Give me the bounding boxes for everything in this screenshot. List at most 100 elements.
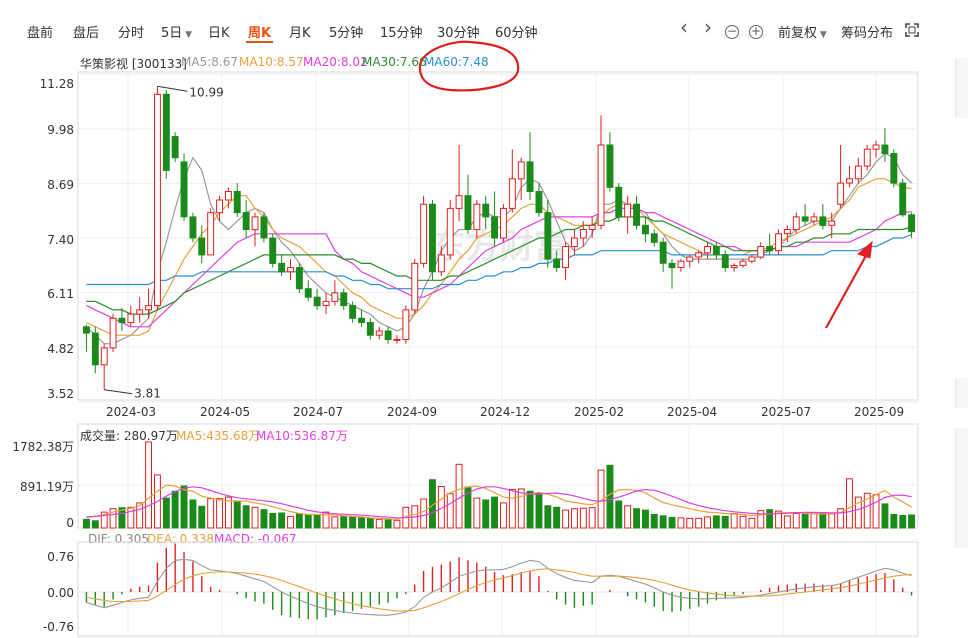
candle-body bbox=[712, 246, 720, 256]
chart-grid bbox=[77, 71, 919, 637]
volume-bar bbox=[792, 513, 800, 529]
candle-body bbox=[269, 237, 277, 264]
volume-bar bbox=[278, 512, 286, 529]
volume-bar bbox=[624, 505, 632, 529]
volume-bar bbox=[145, 441, 153, 529]
tab-monthly-k[interactable]: 月K bbox=[289, 26, 311, 41]
volume-bar bbox=[216, 498, 224, 529]
candle-body bbox=[233, 191, 241, 214]
candle-body bbox=[881, 144, 889, 154]
candle-body bbox=[863, 148, 871, 167]
chevron-down-icon: ▼ bbox=[817, 30, 827, 40]
candle-body bbox=[491, 216, 499, 239]
period-toolbar: 盘前 盘后 分时 5日 ▼ 日K 周K 月K 5分钟 15分钟 30分钟 60分… bbox=[0, 0, 968, 52]
candle-body bbox=[819, 216, 827, 226]
candle-body bbox=[730, 265, 738, 269]
zoom-in-icon[interactable]: + bbox=[749, 22, 763, 39]
tab-intraday[interactable]: 分时 bbox=[118, 26, 145, 41]
zoom-out-icon[interactable]: − bbox=[725, 22, 739, 39]
volume-bar bbox=[384, 519, 392, 529]
candle-body bbox=[420, 203, 428, 264]
volume-bar bbox=[854, 496, 862, 529]
candle-body bbox=[828, 220, 836, 226]
candle-body bbox=[180, 161, 188, 218]
candle-body bbox=[695, 252, 703, 258]
volume-bar bbox=[269, 513, 277, 529]
candle-body bbox=[668, 262, 676, 269]
ma-line-ma60 bbox=[86, 234, 912, 290]
candle-body bbox=[677, 260, 685, 269]
volume-bar bbox=[606, 464, 614, 529]
tab-60min[interactable]: 60分钟 bbox=[495, 26, 538, 41]
side-panel-fragment bbox=[955, 58, 968, 118]
tab-premarket[interactable]: 盘前 bbox=[27, 26, 54, 41]
volume-bar bbox=[801, 514, 809, 529]
legend-ma5: MA5:8.67 bbox=[181, 55, 238, 69]
candle-body bbox=[260, 216, 268, 239]
volume-bar bbox=[899, 515, 907, 529]
tab-5day[interactable]: 5日 ▼ bbox=[161, 22, 192, 41]
candle-body bbox=[91, 332, 99, 366]
candle-body bbox=[313, 296, 321, 307]
candle-body bbox=[331, 292, 339, 302]
tab-afterhours[interactable]: 盘后 bbox=[73, 26, 100, 41]
date-tick: 2024-09 bbox=[387, 405, 438, 419]
ma-lines bbox=[85, 152, 913, 345]
adjust-dropdown[interactable]: 前复权 ▼ bbox=[778, 22, 827, 41]
volume-bar bbox=[118, 507, 126, 529]
price-tick: 9.98 bbox=[47, 123, 74, 137]
volume-bar bbox=[668, 516, 676, 529]
tab-daily-k[interactable]: 日K bbox=[208, 26, 230, 41]
volume-bar bbox=[766, 509, 774, 529]
volume-bar bbox=[375, 518, 383, 529]
volume-bar bbox=[695, 517, 703, 529]
volume-bar bbox=[127, 506, 135, 529]
price-tick: 6.11 bbox=[47, 287, 74, 301]
side-panel-fragment bbox=[955, 378, 968, 408]
volume-bar bbox=[162, 497, 170, 529]
tab-5min[interactable]: 5分钟 bbox=[329, 26, 364, 41]
prev-icon[interactable]: ‹ bbox=[680, 15, 688, 39]
candle-body bbox=[278, 262, 286, 273]
volume-bar bbox=[642, 509, 649, 529]
volume-bar bbox=[517, 488, 525, 529]
volume-bar bbox=[500, 502, 507, 529]
chip-distribution-button[interactable]: 筹码分布 bbox=[841, 26, 894, 41]
candle-body bbox=[100, 347, 108, 366]
tab-30min[interactable]: 30分钟 bbox=[437, 26, 480, 41]
candle-body bbox=[136, 309, 144, 315]
volume-ma10-legend: MA10:536.87万 bbox=[256, 429, 348, 443]
fullscreen-icon[interactable] bbox=[905, 23, 919, 40]
candle-body bbox=[340, 292, 348, 307]
candle-body bbox=[162, 93, 170, 171]
volume-bar bbox=[198, 505, 206, 529]
tab-15min[interactable]: 15分钟 bbox=[380, 26, 423, 41]
candle-body bbox=[464, 195, 472, 230]
low-pointer bbox=[104, 389, 133, 395]
candle-body bbox=[562, 246, 569, 269]
volume-bar bbox=[446, 493, 454, 529]
price-tick: 11.28 bbox=[39, 77, 74, 91]
tab-5day-label: 5日 bbox=[161, 26, 183, 41]
macd-panel bbox=[78, 543, 918, 620]
price-tick: 4.82 bbox=[47, 342, 74, 356]
candle-body bbox=[801, 216, 809, 222]
volume-bar bbox=[810, 512, 818, 529]
volume-bar bbox=[136, 502, 144, 529]
date-tick: 2025-04 bbox=[667, 405, 718, 419]
volume-bar bbox=[109, 508, 117, 529]
date-tick: 2025-02 bbox=[574, 405, 625, 419]
low-label: 3.81 bbox=[134, 387, 161, 401]
volume-bar bbox=[819, 513, 827, 529]
volume-bar bbox=[295, 513, 303, 529]
volume-tick: 0 bbox=[66, 516, 74, 530]
candle-body bbox=[384, 330, 392, 340]
next-icon[interactable]: › bbox=[704, 15, 712, 39]
tab-weekly-k[interactable]: 周K bbox=[245, 22, 274, 43]
date-tick: 2024-03 bbox=[106, 405, 157, 419]
annotation-arrow-head bbox=[857, 240, 873, 259]
ma-line-ma10 bbox=[86, 178, 912, 336]
candle-body bbox=[482, 203, 490, 218]
volume-bar bbox=[304, 514, 312, 529]
